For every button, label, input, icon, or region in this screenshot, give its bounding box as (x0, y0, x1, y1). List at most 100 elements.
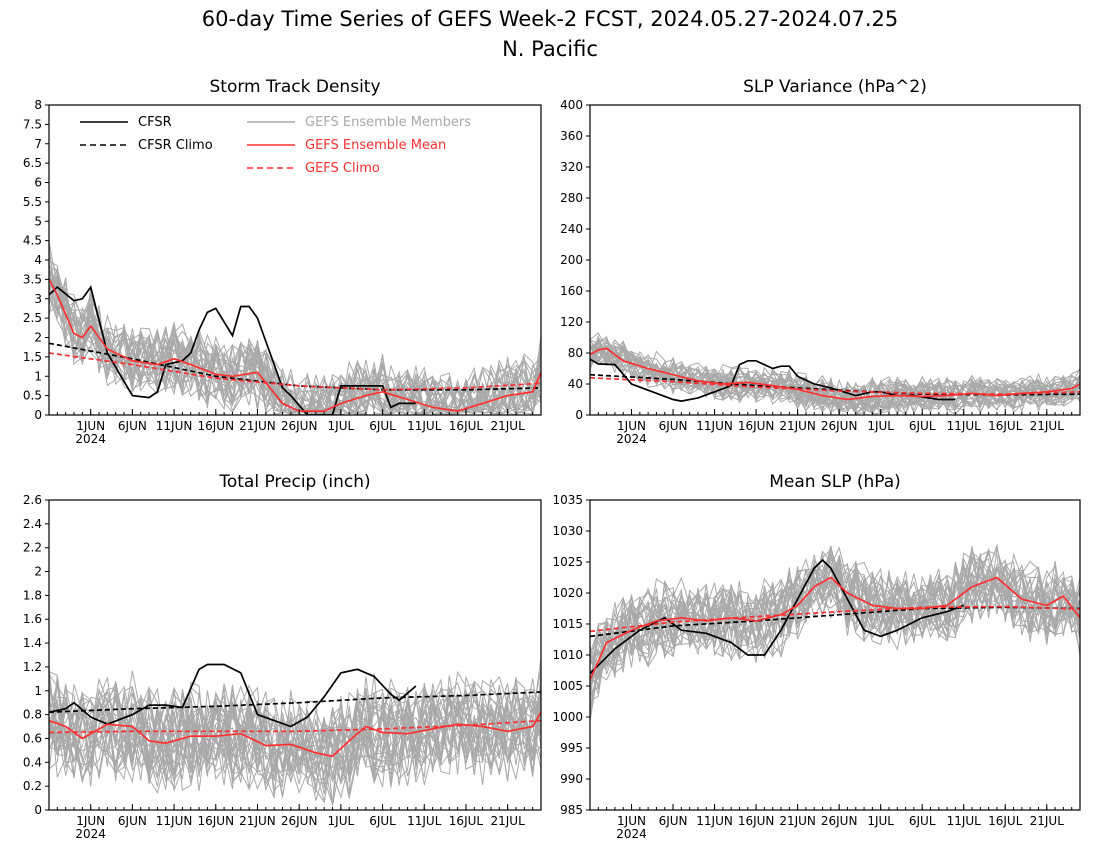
panel-title: Total Precip (inch) (218, 472, 370, 492)
y-tick-label: 1.4 (23, 636, 42, 650)
x-tick-label: 11JUL (407, 419, 442, 433)
x-tick-label: 16JUL (988, 419, 1023, 433)
y-tick-label: 2.4 (23, 517, 42, 531)
ensemble-member-line (49, 279, 541, 415)
panel-slp-variance: SLP Variance (hPa^2) 0 40 80 120 160 200 240 28… (560, 77, 1081, 446)
y-tick-label: 320 (560, 160, 583, 174)
y-tick-label: 1010 (552, 648, 583, 662)
y-tick-label: 120 (560, 315, 583, 329)
ensemble-member-line (49, 678, 541, 806)
ensemble-member-line (49, 686, 541, 792)
series-gefs-ensemble-mean (590, 576, 1080, 681)
ensemble-members (590, 332, 1080, 415)
y-tick-label: 5.5 (23, 195, 42, 209)
y-tick-label: 3.5 (23, 272, 42, 286)
x-tick-label: 21JUL (1030, 814, 1065, 828)
x-tick-label: 16JUL (449, 814, 484, 828)
panel-storm-track-density: Storm Track Density 0 0.5 1 1.5 2 2.5 3 3.5 4 4.5… (23, 77, 542, 446)
y-tick-label: 400 (560, 98, 583, 112)
legend: CFSR CFSR Climo GEFS Ensemble Members GE… (80, 115, 471, 176)
x-tick-label: 1JUN (76, 814, 105, 828)
x-tick-label: 11JUN (696, 419, 733, 433)
x-tick-label: 21JUL (491, 814, 526, 828)
series-cfsr-climo (49, 342, 541, 391)
y-tick-label: 1.8 (23, 588, 42, 602)
x-year-label: 2024 (75, 432, 106, 446)
x-tick-label: 6JUL (369, 419, 396, 433)
y-tick-label: 2 (34, 565, 42, 579)
y-tick-label: 280 (560, 191, 583, 205)
ensemble-member-line (49, 274, 541, 415)
x-tick-label: 16JUL (988, 814, 1023, 828)
x-tick-label: 16JUN (738, 419, 775, 433)
y-tick-label: 0 (34, 803, 42, 817)
series-gefs-ensemble-mean (49, 278, 541, 412)
y-tick-label: 4 (34, 253, 42, 267)
ensemble-member-line (590, 345, 1080, 410)
x-tick-label: 6JUN (659, 419, 688, 433)
series-cfsr (49, 663, 417, 728)
x-tick-label: 11JUN (156, 814, 193, 828)
y-tick-label: 80 (568, 346, 583, 360)
ensemble-member-line (590, 553, 1080, 674)
plot-frame (589, 499, 1081, 811)
y-tick-label: 0.5 (23, 389, 42, 403)
y-tick-label: 0.4 (23, 755, 42, 769)
x-tick-label: 11JUL (947, 814, 982, 828)
panel-title: SLP Variance (hPa^2) (743, 77, 927, 97)
x-tick-label: 26JUN (281, 419, 318, 433)
x-tick-label: 11JUN (156, 419, 193, 433)
x-year-label: 2024 (75, 827, 106, 841)
series-gefs-ensemble-mean (49, 711, 541, 758)
figure-subtitle: N. Pacific (502, 37, 598, 61)
y-tick-label: 1020 (552, 586, 583, 600)
ensemble-member-line (49, 677, 541, 804)
y-tick-label: 1.5 (23, 350, 42, 364)
x-tick-label: 21JUN (779, 814, 816, 828)
y-tick-label: 1015 (552, 617, 583, 631)
x-tick-label: 26JUN (281, 814, 318, 828)
y-tick-label: 4.5 (23, 234, 42, 248)
y-tick-label: 0 (575, 408, 583, 422)
y-tick-label: 1000 (552, 710, 583, 724)
panel-total-precip: Total Precip (inch) 0 0.2 0.4 0.6 0.8 1 1.2 1.4… (23, 472, 542, 841)
y-tick-label: 985 (560, 803, 583, 817)
x-tick-label: 6JUN (118, 814, 147, 828)
series-cfsr-climo (49, 691, 541, 714)
y-tick-label: 0.2 (23, 779, 42, 793)
y-tick-label: 2.2 (23, 541, 42, 555)
plot-frame (48, 104, 542, 416)
y-tick-label: 240 (560, 222, 583, 236)
ensemble-member-line (49, 683, 541, 805)
x-tick-label: 6JUN (118, 419, 147, 433)
y-tick-label: 7.5 (23, 117, 42, 131)
x-tick-label: 26JUN (821, 814, 858, 828)
panel-title: Storm Track Density (209, 77, 380, 97)
plot-frame (48, 499, 542, 811)
ensemble-member-line (49, 278, 541, 415)
x-tick-label: 1JUL (328, 419, 355, 433)
ensemble-member-line (49, 276, 541, 415)
series-cfsr (49, 285, 416, 415)
y-tick-label: 7 (34, 137, 42, 151)
panel-mean-slp: Mean SLP (hPa) 985 990 995 1000 1005 1010 1015… (552, 472, 1081, 841)
x-tick-label: 21JUL (1030, 419, 1065, 433)
x-tick-label: 1JUN (617, 419, 646, 433)
y-tick-label: 1.2 (23, 660, 42, 674)
x-tick-label: 6JUN (659, 814, 688, 828)
ensemble-members (590, 544, 1080, 722)
x-tick-label: 1JUL (867, 419, 894, 433)
x-tick-label: 11JUL (947, 419, 982, 433)
y-tick-label: 200 (560, 253, 583, 267)
series-gefs-climo (590, 376, 1080, 395)
y-tick-label: 160 (560, 284, 583, 298)
x-tick-label: 16JUN (738, 814, 775, 828)
x-tick-label: 16JUN (197, 814, 234, 828)
y-tick-label: 2.6 (23, 493, 42, 507)
legend-label-cfsr: CFSR (138, 115, 172, 130)
y-tick-label: 5 (34, 214, 42, 228)
y-tick-label: 1005 (552, 679, 583, 693)
x-tick-label: 1JUN (617, 814, 646, 828)
x-tick-label: 16JUL (449, 419, 484, 433)
